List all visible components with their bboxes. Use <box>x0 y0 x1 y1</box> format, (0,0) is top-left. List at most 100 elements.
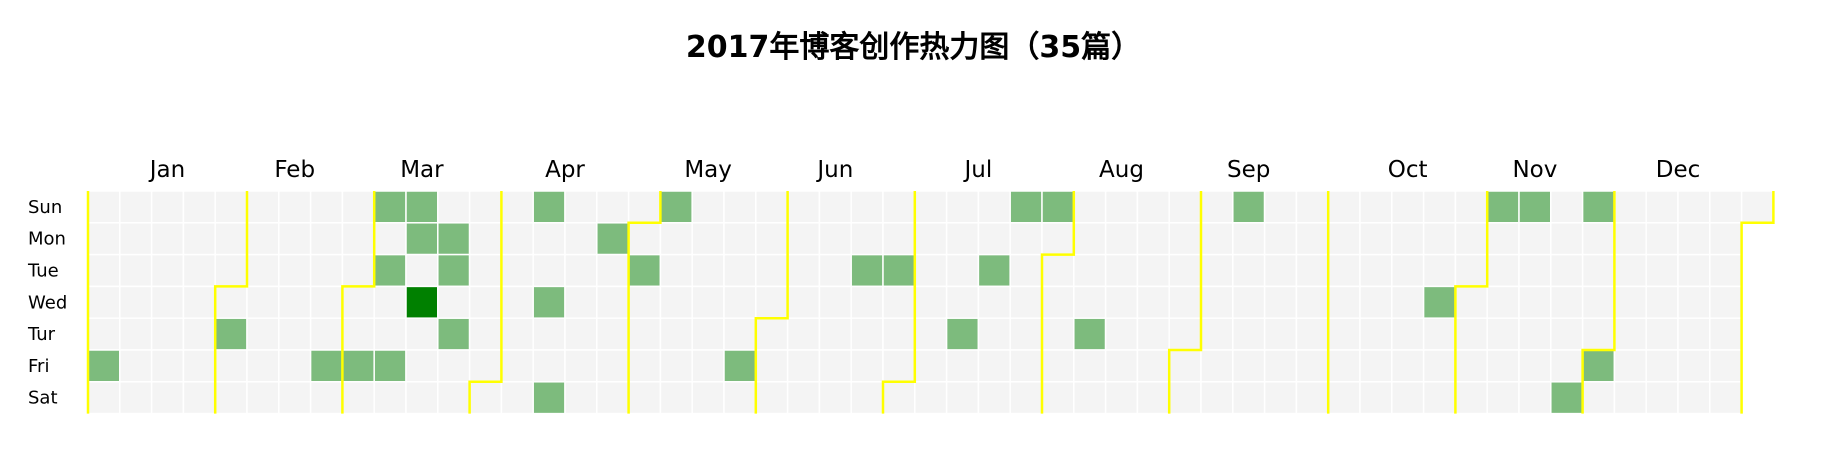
heatmap-cell <box>1581 253 1616 288</box>
month-separator-line <box>1167 191 1203 414</box>
heatmap-cell <box>1454 317 1488 351</box>
heatmap-cell <box>1422 317 1457 351</box>
heatmap-cell <box>119 253 153 288</box>
heatmap-cell <box>309 381 344 415</box>
heatmap-cell <box>1709 381 1743 415</box>
heatmap-cell <box>1104 317 1139 351</box>
month-label: Oct <box>1388 157 1428 183</box>
heatmap-cell <box>786 349 821 383</box>
heatmap-cell <box>1613 253 1647 288</box>
heatmap-cell <box>1168 253 1202 288</box>
heatmap-cell <box>341 381 375 415</box>
heatmap-cell-post <box>437 317 471 351</box>
heatmap-cell <box>278 381 312 415</box>
heatmap-cell <box>1645 253 1679 288</box>
heatmap-cell <box>1104 285 1139 319</box>
heatmap-cell <box>500 381 534 415</box>
heatmap-cell <box>1136 285 1170 319</box>
heatmap-cell <box>1518 285 1552 319</box>
heatmap-cell <box>1486 285 1520 319</box>
heatmap-cell <box>468 253 503 288</box>
heatmap-cell <box>150 317 185 351</box>
heatmap-cell <box>150 381 185 415</box>
heatmap-cell <box>1009 253 1043 288</box>
heatmap-cell <box>659 317 693 351</box>
heatmap-cell <box>437 190 471 224</box>
heatmap-cell <box>1200 190 1234 224</box>
heatmap-cell <box>755 317 789 351</box>
heatmap-cell <box>1232 349 1266 383</box>
heatmap-cell <box>468 285 503 319</box>
heatmap-cell <box>1295 349 1329 383</box>
heatmap-cell <box>1104 190 1139 224</box>
heatmap-cell <box>214 285 248 319</box>
heatmap-cell <box>1645 349 1679 383</box>
heatmap-cell <box>1454 381 1488 415</box>
heatmap-cell-post <box>214 317 248 351</box>
heatmap-cell <box>1740 190 1775 224</box>
heatmap-cell <box>1550 285 1584 319</box>
heatmap-cell <box>659 253 693 288</box>
heatmap-cell <box>1486 381 1520 415</box>
heatmap-cell-post <box>1232 190 1266 224</box>
heatmap-cell <box>1645 285 1679 319</box>
heatmap-cell <box>1518 253 1552 288</box>
heatmap-cell <box>150 285 185 319</box>
heatmap-cell <box>468 222 503 256</box>
month-separator-line <box>213 191 249 414</box>
heatmap-cell <box>945 381 980 415</box>
heatmap-cell <box>1359 253 1393 288</box>
heatmap-cell <box>1041 222 1075 256</box>
heatmap-cell <box>1295 190 1329 224</box>
heatmap-cell-post <box>723 349 757 383</box>
heatmap-cell <box>1391 349 1425 383</box>
heatmap-cell <box>1327 317 1361 351</box>
heatmap-cell <box>1009 381 1043 415</box>
heatmap-cell <box>1359 349 1393 383</box>
heatmap-cell <box>1295 253 1329 288</box>
heatmap-cell <box>596 253 630 288</box>
heatmap-cell <box>1391 253 1425 288</box>
heatmap-cell <box>1550 222 1584 256</box>
heatmap-cell-post <box>532 285 566 319</box>
heatmap-cell <box>87 317 121 351</box>
month-label: Apr <box>545 157 585 183</box>
heatmap-cell <box>1327 285 1361 319</box>
heatmap-cell <box>723 381 757 415</box>
heatmap-cell <box>532 222 566 256</box>
heatmap-cell <box>119 349 153 383</box>
heatmap-cell <box>278 222 312 256</box>
heatmap-cell <box>1168 317 1202 351</box>
heatmap-cell <box>1327 190 1361 224</box>
heatmap-cell <box>1709 190 1743 224</box>
heatmap-cell <box>1295 222 1329 256</box>
heatmap-cell <box>1263 285 1298 319</box>
heatmap-cell <box>945 222 980 256</box>
heatmap-cell <box>1486 317 1520 351</box>
heatmap-cell <box>1073 381 1107 415</box>
heatmap-cell <box>1422 190 1457 224</box>
heatmap-cell <box>500 317 534 351</box>
heatmap-cell <box>1232 253 1266 288</box>
heatmap-cell <box>786 222 821 256</box>
heatmap-cell-post <box>1041 190 1075 224</box>
heatmap-cell <box>1677 317 1711 351</box>
month-separator-line <box>1454 191 1489 414</box>
heatmap-cell <box>850 222 884 256</box>
heatmap-cell-post <box>437 222 471 256</box>
heatmap-cell <box>627 349 662 383</box>
heatmap-cell <box>1613 222 1647 256</box>
heatmap-cell <box>87 285 121 319</box>
heatmap-cell <box>1168 222 1202 256</box>
heatmap-cell <box>405 253 439 288</box>
heatmap-cell <box>1454 349 1488 383</box>
heatmap-cell <box>1136 317 1170 351</box>
heatmap-cell <box>1454 285 1488 319</box>
heatmap-cell <box>1709 285 1743 319</box>
heatmap-cell <box>532 317 566 351</box>
heatmap-cell <box>818 381 852 415</box>
heatmap-cell-post <box>850 253 884 288</box>
heatmap-cell <box>723 190 757 224</box>
heatmap-cell <box>723 285 757 319</box>
